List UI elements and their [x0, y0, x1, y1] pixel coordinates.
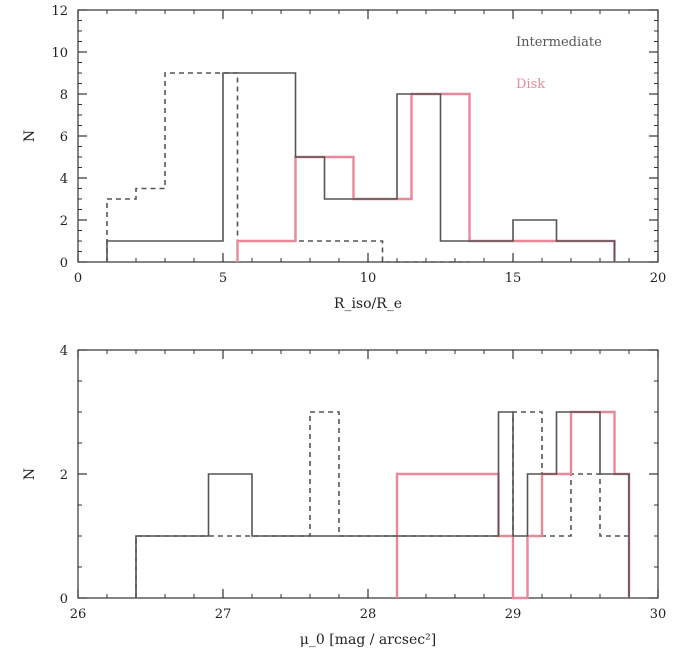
x-tick-label: 29 — [505, 607, 522, 622]
bottom-panel: 26 27 28 29 30 0 2 4 μ_0 [mag / arcsec²] N — [22, 344, 666, 648]
y-tick-label: 0 — [60, 256, 68, 271]
histogram-series-1 — [236, 92, 616, 262]
top-panel: 0 5 10 15 20 0 2 4 6 8 10 12 R_iso/R_e N Intermediate D… — [22, 4, 666, 312]
y-tick-label: 0 — [60, 592, 68, 607]
y-tick-label: 2 — [60, 214, 68, 229]
legend-entry: Disk — [516, 77, 545, 92]
x-axis-label: R_iso/R_e — [334, 296, 402, 312]
histogram-series-2 — [135, 411, 630, 598]
x-tick-label: 10 — [360, 271, 377, 286]
y-tick-label: 4 — [60, 344, 68, 359]
histogram-series-0 — [106, 72, 470, 263]
y-tick-label: 12 — [51, 4, 68, 19]
y-tick-label: 2 — [60, 468, 68, 483]
x-tick-label: 5 — [219, 271, 227, 286]
y-tick-label: 10 — [51, 46, 68, 61]
x-tick-label: 0 — [74, 271, 82, 286]
x-axis-label: μ_0 [mag / arcsec²] — [300, 632, 436, 648]
x-tick-label: 15 — [505, 271, 522, 286]
legend-entry: Intermediate — [516, 35, 602, 50]
y-tick-label: 8 — [60, 88, 68, 103]
x-tick-label: 26 — [70, 607, 87, 622]
y-tick-label: 6 — [60, 130, 68, 145]
y-axis-label: N — [22, 468, 38, 480]
x-tick-label: 28 — [360, 607, 377, 622]
x-tick-label: 27 — [215, 607, 232, 622]
x-tick-label: 30 — [650, 607, 667, 622]
y-tick-label: 4 — [60, 172, 68, 187]
x-tick-label: 20 — [650, 271, 667, 286]
histogram-series-0 — [135, 411, 630, 598]
histogram-series-1 — [395, 410, 631, 600]
histogram-series-2 — [106, 72, 616, 262]
y-axis-label: N — [22, 130, 38, 142]
